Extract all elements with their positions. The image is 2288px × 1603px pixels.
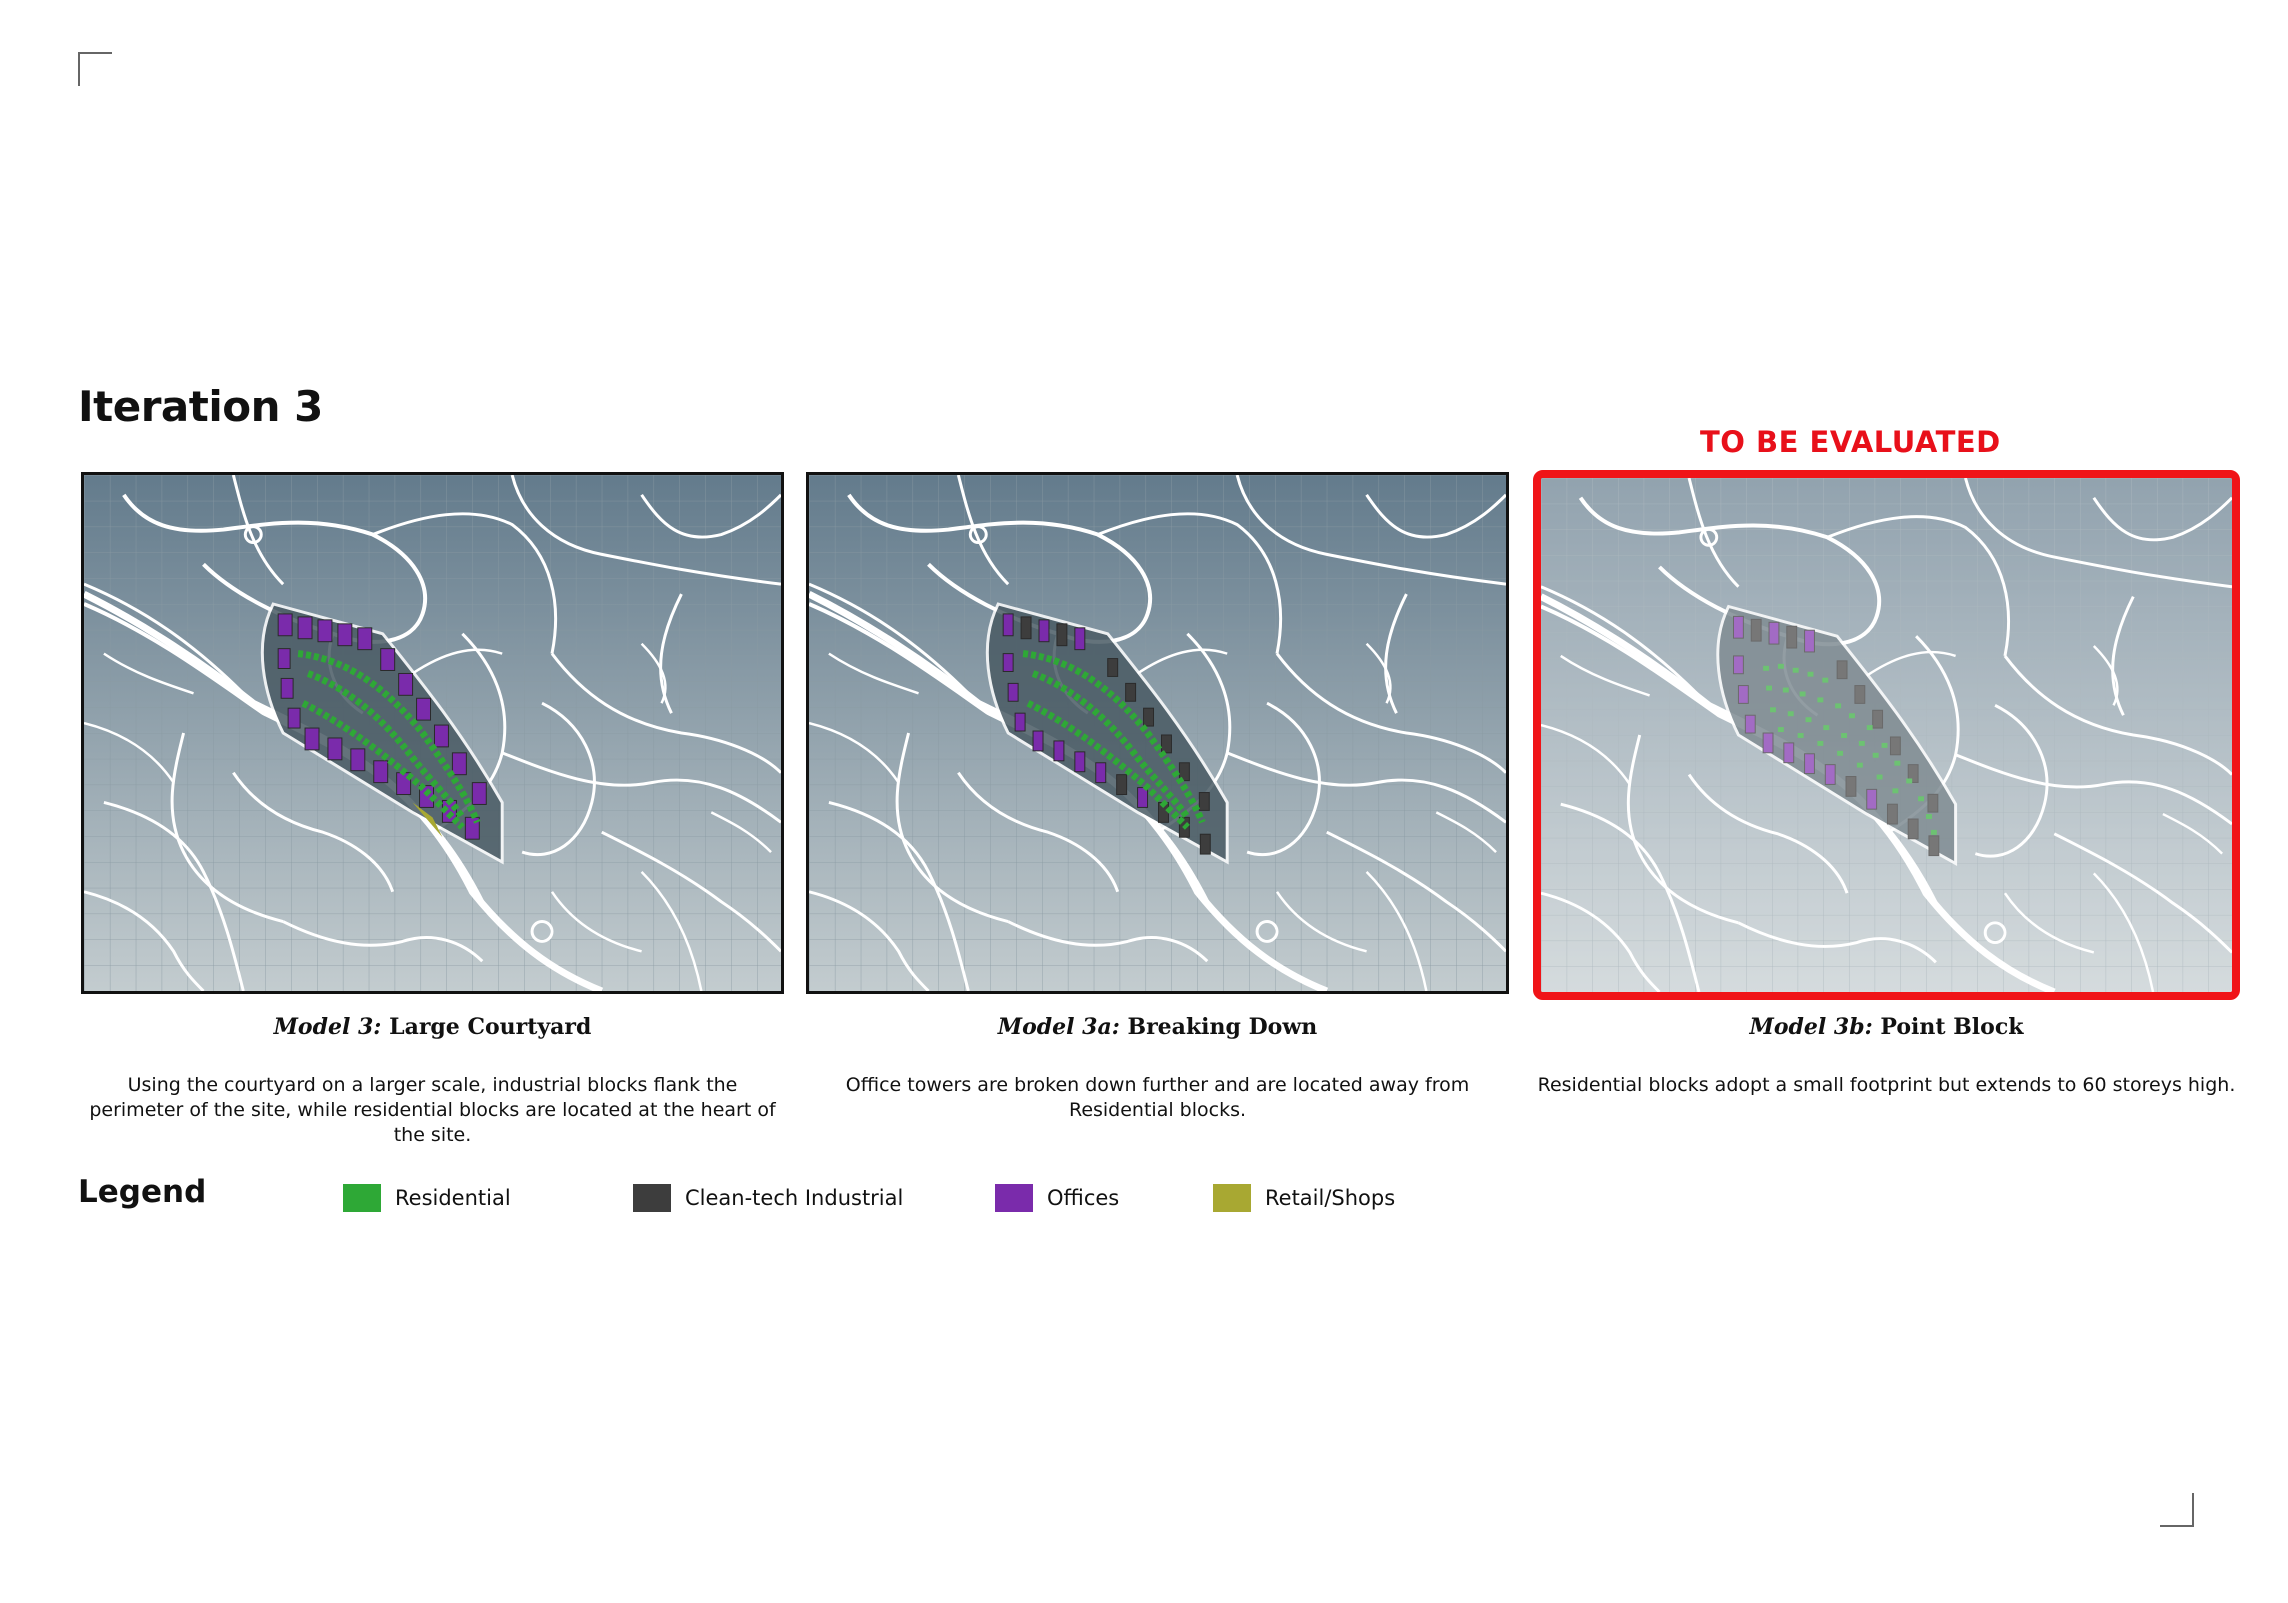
legend-label: Offices bbox=[1047, 1186, 1120, 1210]
to-be-evaluated-label: TO BE EVALUATED bbox=[1700, 425, 2001, 459]
legend-item-retail-shops: Retail/Shops bbox=[1213, 1183, 1395, 1213]
model-3a-description: Office towers are broken down further an… bbox=[845, 1074, 1470, 1121]
legend-label: Retail/Shops bbox=[1265, 1186, 1396, 1210]
map-panel-model-3 bbox=[81, 472, 784, 994]
legend-label: Residential bbox=[395, 1186, 511, 1210]
industrial-swatch bbox=[633, 1184, 671, 1212]
corner-mark-bottom-right bbox=[2160, 1493, 2194, 1527]
legend-title: Legend bbox=[78, 1174, 207, 1210]
legend-item-residential: Residential bbox=[343, 1183, 511, 1213]
model-3b-name: Point Block bbox=[1880, 1014, 2024, 1040]
model-3-caption: Model 3: Large Courtyard bbox=[81, 1014, 784, 1040]
legend-item-clean-tech-industrial: Clean-tech Industrial bbox=[633, 1183, 903, 1213]
residential-swatch bbox=[343, 1184, 381, 1212]
offices-swatch bbox=[995, 1184, 1033, 1212]
model-3b-caption: Model 3b: Point Block bbox=[1535, 1014, 2238, 1040]
model-3-id: Model 3: bbox=[273, 1014, 382, 1040]
model-3a-name: Breaking Down bbox=[1127, 1014, 1318, 1040]
model-3-name: Large Courtyard bbox=[389, 1014, 592, 1040]
site-map bbox=[84, 475, 781, 991]
page-title: Iteration 3 bbox=[78, 382, 323, 431]
legend-label: Clean-tech Industrial bbox=[685, 1186, 904, 1210]
model-3a-id: Model 3a: bbox=[997, 1014, 1120, 1040]
retail-swatch bbox=[1213, 1184, 1251, 1212]
model-3-description: Using the courtyard on a larger scale, i… bbox=[89, 1074, 776, 1146]
site-map bbox=[1541, 478, 2232, 992]
legend-item-offices: Offices bbox=[995, 1183, 1119, 1213]
site-map bbox=[809, 475, 1506, 991]
model-3b-id: Model 3b: bbox=[1749, 1014, 1873, 1040]
model-3a-caption: Model 3a: Breaking Down bbox=[806, 1014, 1509, 1040]
model-3b-description: Residential blocks adopt a small footpri… bbox=[1537, 1074, 2236, 1096]
map-panel-model-3a bbox=[806, 472, 1509, 994]
corner-mark-top-left bbox=[78, 52, 112, 86]
map-panel-model-3b bbox=[1533, 470, 2240, 1000]
